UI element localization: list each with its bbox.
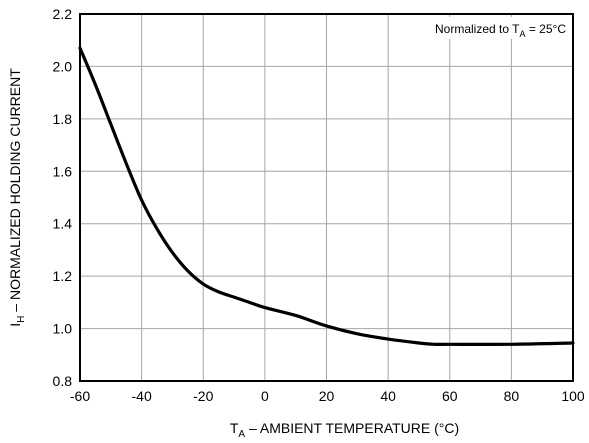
x-tick-label: 40 [380, 388, 396, 404]
x-tick-label: 20 [319, 388, 335, 404]
normalization-note: Normalized to TA = 25°C [435, 22, 566, 39]
y-tick-label: 2.0 [53, 58, 73, 74]
y-tick-label: 1.6 [53, 163, 73, 179]
annotation-background [392, 17, 570, 39]
y-tick-label: 2.2 [53, 6, 73, 22]
holding-current-curve [78, 46, 575, 346]
y-tick-label: 1.4 [53, 216, 73, 232]
plot-frame [79, 13, 574, 382]
x-tick-label: 60 [442, 388, 458, 404]
x-tick-label: 80 [504, 388, 520, 404]
y-tick-label: 1.2 [53, 268, 73, 284]
x-tick-label: 0 [261, 388, 269, 404]
y-tick-label: 1.8 [53, 111, 73, 127]
x-tick-label: -20 [193, 388, 213, 404]
y-tick-label: 0.8 [53, 373, 73, 389]
y-tick-label: 1.0 [53, 321, 73, 337]
x-tick-label: 100 [561, 388, 585, 404]
x-axis-title: TA – AMBIENT TEMPERATURE (°C) [230, 420, 459, 440]
x-tick-label: -40 [132, 388, 152, 404]
y-axis-title: IH – NORMALIZED HOLDING CURRENT [7, 68, 27, 327]
x-tick-label: -60 [70, 388, 90, 404]
